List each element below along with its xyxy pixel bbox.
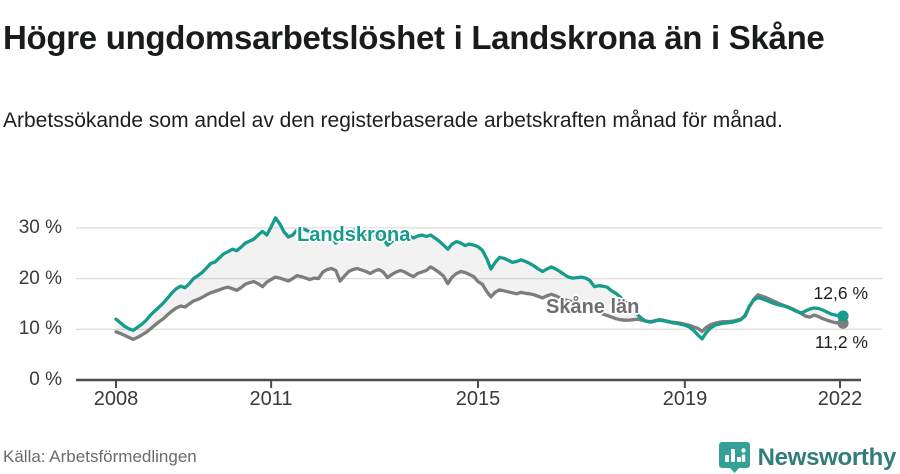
y-axis-label-20: 20 %: [18, 268, 62, 289]
end-value-label-skane-lan: 11,2 %: [814, 332, 868, 352]
chart-subtitle: Arbetssökande som andel av den registerb…: [3, 109, 783, 132]
x-axis-label-2022: 2022: [817, 388, 863, 410]
brand-wordmark: Newsworthy: [757, 443, 897, 471]
x-axis-label-2008: 2008: [93, 388, 139, 410]
x-axis-label-2015: 2015: [455, 388, 501, 410]
bar-chart-speech-bubble-icon: [718, 442, 750, 473]
y-axis-label-30: 30 %: [18, 217, 62, 238]
series-line-landskrona: [114, 216, 842, 341]
y-axis-label-0: 0 %: [29, 369, 62, 390]
end-value-label-landskrona: 12,6 %: [813, 283, 868, 303]
series-line-sk-ne-l-n: [114, 265, 842, 342]
end-dot-landskrona: [837, 310, 849, 322]
x-axis-label-2011: 2011: [249, 388, 293, 410]
band-between-series: [116, 217, 840, 340]
y-axis-label-10: 10 %: [18, 318, 62, 339]
series-label-skane-lan: Skåne län: [546, 296, 640, 318]
page-title: Högre ungdomsarbetslöshet i Landskrona ä…: [3, 19, 825, 57]
source-attribution: Källa: Arbetsförmedlingen: [3, 447, 197, 466]
newsworthy-logo: Newsworthy: [718, 442, 897, 473]
series-label-landskrona: Landskrona: [297, 224, 411, 246]
x-axis-label-2019: 2019: [662, 388, 708, 410]
